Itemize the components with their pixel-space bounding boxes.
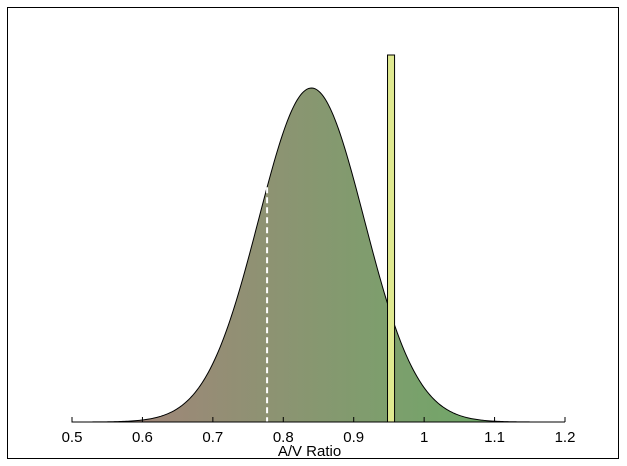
x-tick-label: 0.9	[343, 429, 364, 446]
x-tick-label: 1	[420, 429, 428, 446]
density-area	[71, 87, 565, 423]
x-axis-title: A/V Ratio	[278, 443, 341, 460]
x-tick-label: 1.2	[555, 429, 576, 446]
x-tick-label: 0.5	[62, 429, 83, 446]
x-tick-label: 0.7	[202, 429, 223, 446]
x-tick-label: 0.8	[273, 429, 294, 446]
x-tick-label: 1.1	[484, 429, 505, 446]
x-axis-ticks: 0.5 0.6 0.7 0.8 0.9 1 1.1 1.2	[62, 417, 576, 446]
highlight-band	[387, 54, 396, 423]
x-tick-label: 0.6	[132, 429, 153, 446]
